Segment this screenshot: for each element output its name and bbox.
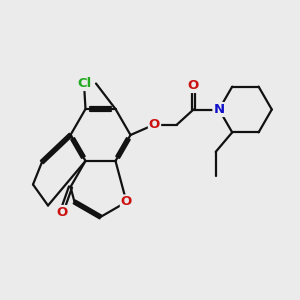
Text: N: N bbox=[213, 103, 225, 116]
Text: O: O bbox=[188, 79, 199, 92]
Text: O: O bbox=[149, 118, 160, 131]
Text: O: O bbox=[56, 206, 67, 219]
Text: O: O bbox=[121, 196, 132, 208]
Text: Cl: Cl bbox=[77, 77, 91, 90]
